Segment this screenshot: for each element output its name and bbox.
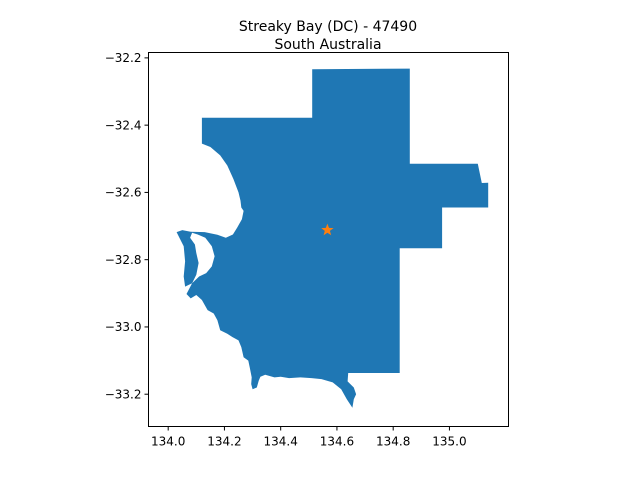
- y-tick-label: −33.0: [105, 320, 142, 334]
- centroid-marker-layer: [321, 223, 334, 236]
- map-plot-area: [148, 52, 509, 427]
- y-tick-label: −33.2: [105, 388, 142, 402]
- x-tick-label: 135.0: [432, 435, 466, 449]
- x-tick-label: 134.4: [264, 435, 298, 449]
- x-tick-label: 134.0: [151, 435, 185, 449]
- x-tick-label: 134.6: [320, 435, 354, 449]
- y-tick-label: −32.6: [105, 186, 142, 200]
- axes-frame: [148, 52, 509, 427]
- y-axis: −32.2 −32.4 −32.6 −32.8 −33.0 −33.2: [105, 51, 149, 402]
- y-tick-label: −32.8: [105, 253, 142, 267]
- map-title-line-2: South Australia: [274, 37, 381, 53]
- map-title-line-1: Streaky Bay (DC) - 47490: [239, 19, 417, 35]
- y-tick-label: −32.4: [105, 118, 142, 132]
- y-tick-label: −32.2: [105, 51, 142, 65]
- x-tick-label: 134.2: [207, 435, 241, 449]
- centroid-star-marker: [321, 223, 334, 236]
- x-axis: 134.0 134.2 134.4 134.6 134.8 135.0: [151, 426, 467, 449]
- x-tick-label: 134.8: [376, 435, 410, 449]
- region-shape-streaky-bay: [176, 68, 489, 408]
